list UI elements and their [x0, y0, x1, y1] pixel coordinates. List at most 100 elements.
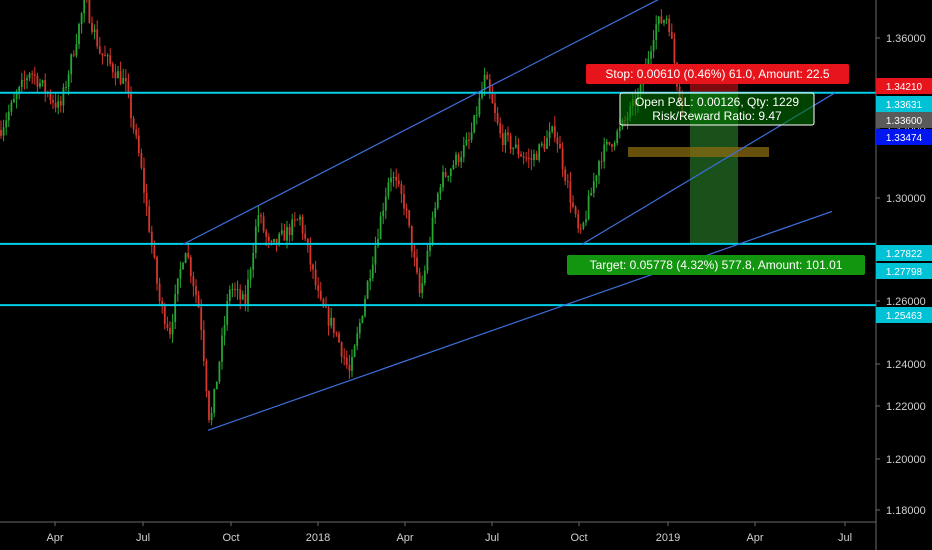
- candle-body: [288, 227, 291, 236]
- candle-body: [52, 100, 54, 103]
- candle-body: [374, 246, 377, 265]
- y-tick-label: 1.24000: [886, 359, 926, 371]
- candle-body: [221, 335, 223, 362]
- candle-body: [319, 290, 322, 300]
- x-tick-label: 2018: [306, 532, 330, 544]
- candle-body: [306, 238, 309, 246]
- candle-body: [78, 24, 80, 45]
- candle-body: [418, 272, 421, 293]
- candle-body: [457, 154, 460, 163]
- candle-body: [325, 306, 327, 308]
- candle-body: [340, 342, 343, 357]
- candle-body: [270, 240, 273, 243]
- candle-body: [434, 207, 437, 218]
- candle-body: [561, 148, 564, 170]
- x-tick-label: Apr: [46, 532, 63, 544]
- candle-body: [366, 281, 369, 299]
- candle-body: [0, 130, 2, 136]
- candle-body: [345, 357, 348, 365]
- candle-body: [478, 97, 481, 116]
- candle-body: [150, 231, 153, 246]
- trendline: [207, 381, 346, 431]
- candle-body: [239, 289, 242, 300]
- candle-body: [533, 153, 535, 161]
- candle-body: [494, 103, 496, 113]
- candle-body: [197, 295, 200, 308]
- candle-body: [166, 324, 169, 329]
- candle-body: [442, 171, 444, 188]
- price-badge: [876, 263, 932, 279]
- candle-body: [104, 55, 106, 57]
- candle-body: [148, 206, 151, 232]
- candle-body: [332, 317, 335, 333]
- y-tick-label: 1.20000: [886, 454, 926, 466]
- candle-body: [426, 250, 429, 271]
- candle-body: [400, 184, 403, 194]
- candle-body: [525, 157, 528, 159]
- candle-body: [161, 301, 164, 306]
- candle-body: [517, 144, 520, 155]
- candle-body: [358, 322, 361, 334]
- candle-body: [491, 92, 494, 104]
- candle-body: [49, 93, 52, 101]
- candle-body: [356, 333, 359, 346]
- candle-body: [132, 118, 135, 130]
- candle-body: [392, 176, 395, 178]
- candle-body: [210, 412, 213, 421]
- candle-body: [559, 143, 561, 149]
- candle-body: [668, 18, 671, 32]
- candle-body: [299, 216, 301, 220]
- candle-body: [460, 157, 463, 163]
- candle-body: [384, 196, 387, 211]
- candle-body: [293, 219, 296, 221]
- candle-body: [106, 55, 109, 57]
- x-tick-label: Oct: [570, 532, 587, 544]
- candle-body: [348, 364, 351, 371]
- candle-body: [670, 31, 673, 39]
- position-annotations: Stop: 0.00610 (0.46%) 61.0, Amount: 22.5…: [567, 64, 865, 275]
- candle-body: [252, 252, 255, 270]
- pnl-label: Open P&L: 0.00126, Qty: 1229: [635, 95, 799, 109]
- candle-body: [556, 137, 559, 144]
- candle-body: [655, 24, 658, 40]
- candle-body: [652, 39, 655, 52]
- candle-body: [543, 143, 546, 149]
- candle-body: [176, 278, 179, 294]
- candle-body: [208, 391, 210, 421]
- candle-body: [587, 195, 590, 220]
- candle-body: [564, 169, 567, 181]
- candle-body: [429, 243, 431, 251]
- candle-body: [213, 389, 216, 413]
- candle-body: [449, 168, 452, 177]
- candle-body: [574, 206, 577, 214]
- candle-body: [364, 298, 366, 316]
- candle-body: [257, 215, 260, 227]
- candle-body: [244, 294, 247, 304]
- candle-body: [470, 132, 473, 140]
- y-tick-label: 1.22000: [886, 401, 926, 413]
- price-badge: [876, 307, 932, 323]
- candle-body: [278, 233, 281, 245]
- y-tick-label: 1.26000: [886, 296, 926, 308]
- candle-body: [249, 269, 252, 280]
- candle-body: [260, 215, 262, 217]
- candle-body: [163, 305, 166, 325]
- candle-body: [179, 269, 182, 279]
- candle-body: [15, 94, 18, 99]
- candle-body: [338, 333, 340, 343]
- candle-body: [475, 115, 478, 117]
- candle-body: [33, 74, 36, 76]
- x-tick-label: Jul: [838, 532, 852, 544]
- candle-body: [283, 230, 286, 241]
- candle-body: [119, 71, 122, 84]
- price-badge: [876, 96, 932, 112]
- candle-body: [236, 289, 239, 291]
- candle-body: [566, 180, 569, 182]
- candle-body: [527, 157, 530, 159]
- candle-body: [613, 142, 616, 147]
- candle-body: [20, 79, 23, 87]
- price-badge-label: 1.27822: [886, 249, 923, 260]
- x-tick-label: Oct: [222, 532, 239, 544]
- candle-body: [496, 112, 499, 124]
